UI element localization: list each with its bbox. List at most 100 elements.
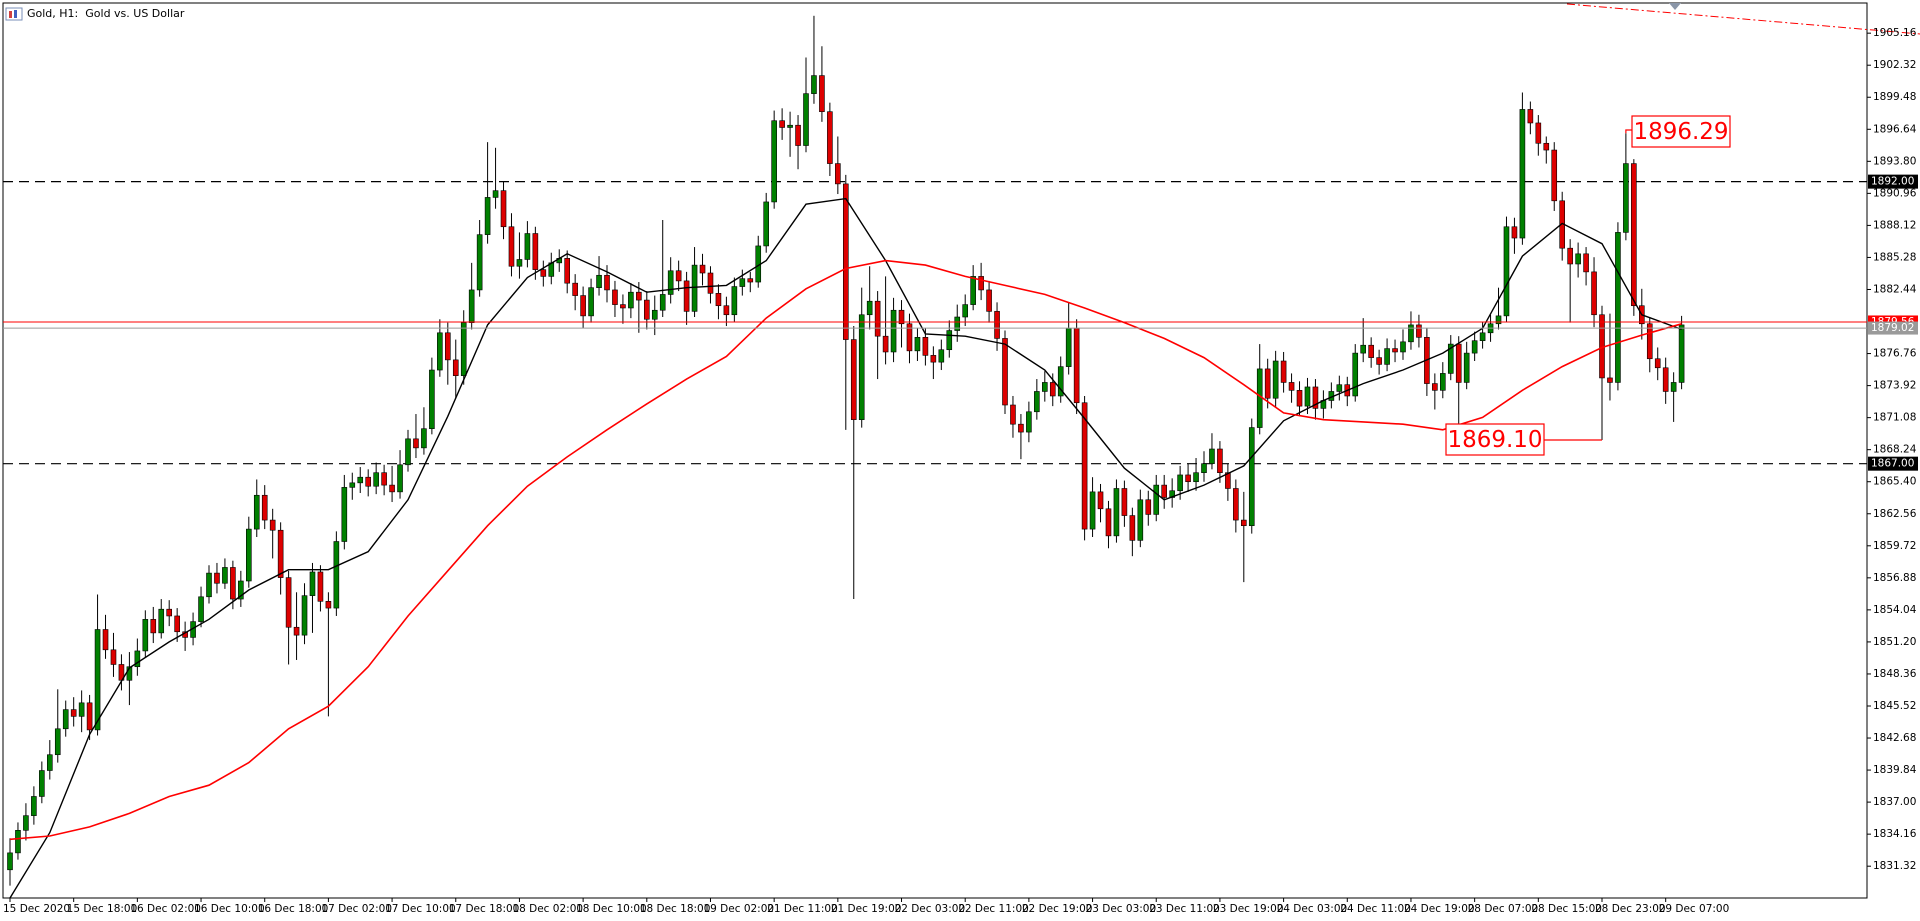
candle-body — [835, 163, 841, 185]
candle-body — [1057, 366, 1064, 397]
candle-body — [1264, 368, 1271, 399]
candle-body — [1288, 382, 1295, 391]
candle-body — [1081, 402, 1088, 530]
candle-body — [819, 75, 825, 112]
candle-body — [1137, 499, 1144, 541]
candle-body — [421, 428, 427, 449]
x-tick-label: 29 Dec 07:00 — [1659, 903, 1730, 915]
candle-body — [930, 355, 937, 363]
candle-body — [293, 626, 300, 636]
candle-body — [731, 286, 738, 316]
candle-body — [214, 572, 220, 584]
level-label: 1867.00 — [1871, 458, 1914, 470]
candle-body — [1280, 360, 1287, 383]
candle-body — [882, 335, 889, 353]
candle-body — [1463, 352, 1470, 383]
bid-line-label: 1879.02 — [1871, 322, 1914, 334]
x-tick-label: 23 Dec 19:00 — [1213, 903, 1284, 915]
candle-body — [1479, 332, 1486, 341]
candle-body — [651, 309, 658, 320]
candle-body — [596, 274, 602, 288]
candle-body — [1065, 327, 1072, 367]
candle-body — [588, 287, 594, 317]
candle-body — [230, 567, 236, 600]
y-tick-label: 1893.80 — [1873, 155, 1916, 167]
candle-body — [620, 304, 626, 309]
candle-body — [866, 300, 873, 316]
annotation-box — [1631, 115, 1731, 148]
x-tick-label: 24 Dec 19:00 — [1404, 903, 1475, 915]
candle-body — [858, 314, 865, 420]
candle-body — [1034, 391, 1040, 413]
candle-body — [1631, 163, 1637, 307]
bid-line-label-box — [1868, 321, 1918, 335]
candle-body — [1185, 474, 1191, 483]
candle-body — [1217, 448, 1223, 473]
candle-body — [1519, 109, 1526, 239]
moving-average — [9, 197, 1682, 899]
candle-body — [444, 332, 451, 361]
candle-body — [126, 666, 133, 681]
candle-body — [1654, 358, 1661, 369]
x-tick-label: 22 Dec 11:00 — [958, 903, 1029, 915]
candle-body — [70, 709, 77, 717]
x-tick-label: 28 Dec 15:00 — [1531, 903, 1602, 915]
candle-body — [1256, 368, 1263, 428]
x-tick-label: 16 Dec 18:00 — [258, 903, 329, 915]
candle-body — [1360, 344, 1366, 354]
candle-body — [158, 608, 165, 634]
x-tick-label: 21 Dec 19:00 — [831, 903, 902, 915]
x-tick-label: 18 Dec 10:00 — [576, 903, 647, 915]
candle-body — [524, 233, 531, 260]
candle-body — [397, 464, 403, 493]
candle-body — [1392, 348, 1398, 353]
candle-body — [747, 278, 754, 283]
candle-body — [1471, 340, 1478, 354]
candle-body — [389, 484, 395, 493]
candle-body — [1607, 377, 1613, 383]
y-tick-label: 1851.20 — [1873, 636, 1916, 648]
y-tick-label: 1862.56 — [1873, 508, 1917, 520]
x-tick-label: 21 Dec 11:00 — [767, 903, 838, 915]
candle-body — [1026, 411, 1032, 433]
candle-body — [1535, 122, 1542, 144]
x-tick-label: 16 Dec 10:00 — [194, 903, 265, 915]
candle-body — [325, 600, 332, 609]
x-tick-label: 15 Dec 18:00 — [67, 903, 138, 915]
candle-body — [1241, 519, 1247, 527]
candle-body — [604, 274, 610, 291]
trend-line — [1566, 3, 1920, 35]
candle-body — [166, 608, 172, 617]
candle-body — [94, 629, 101, 731]
candle-body — [1440, 373, 1446, 391]
candle-body — [675, 270, 682, 282]
x-tick-label: 17 Dec 10:00 — [385, 903, 456, 915]
candle-body — [15, 830, 21, 854]
candle-body — [1018, 423, 1024, 433]
x-tick-label: 17 Dec 02:00 — [321, 903, 392, 915]
candle-body — [1153, 484, 1160, 515]
x-tick-label: 17 Dec 18:00 — [449, 903, 520, 915]
candle-body — [1336, 384, 1343, 392]
candle-body — [405, 438, 411, 466]
candle-body — [787, 124, 793, 128]
candle-body — [508, 226, 515, 267]
y-tick-label: 1888.12 — [1873, 219, 1916, 231]
candle-body — [946, 330, 953, 351]
x-tick-label: 19 Dec 02:00 — [703, 903, 774, 915]
annotation-box — [1445, 423, 1545, 456]
candle-body — [1384, 348, 1390, 365]
candle-body — [1368, 344, 1374, 358]
candle-body — [516, 259, 523, 267]
candle-body — [1272, 360, 1279, 399]
candle-body — [827, 111, 833, 164]
annotation-leader — [1625, 129, 1632, 134]
candle-body — [1145, 499, 1152, 515]
candle-body — [962, 304, 969, 318]
candle-body — [874, 300, 881, 337]
x-tick-label: 23 Dec 03:00 — [1086, 903, 1157, 915]
candle-body — [222, 567, 228, 584]
candle-body — [890, 309, 897, 353]
